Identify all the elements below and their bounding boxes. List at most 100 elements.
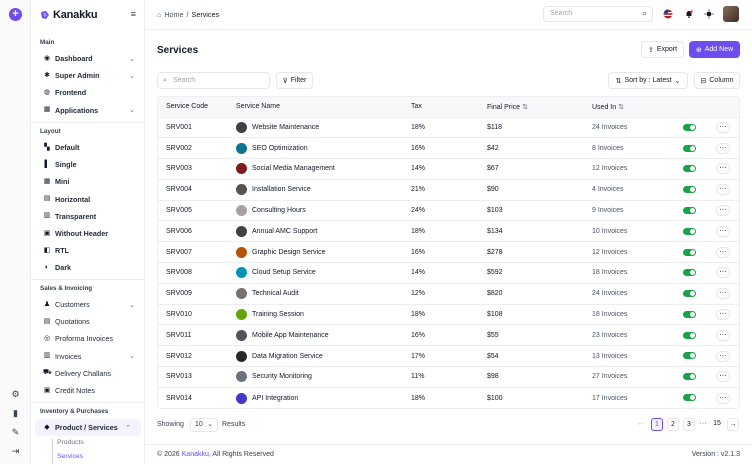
next-page-icon[interactable]: → (727, 418, 739, 431)
col-service-code[interactable]: Service Code (158, 97, 228, 118)
sidebar-item-services[interactable]: Services (57, 453, 84, 461)
more-options-icon[interactable]: ··· (716, 288, 730, 300)
status-toggle[interactable] (683, 331, 696, 339)
status-toggle[interactable] (683, 206, 696, 214)
notification-bell-icon[interactable] (684, 9, 694, 19)
sidebar-item-rtl[interactable]: ◧ RTL (43, 246, 69, 256)
page-1[interactable]: 1 (651, 418, 663, 431)
sidebar-item-dashboard[interactable]: ◉ Dashboard ⌄ (43, 54, 135, 64)
sidebar-item-default[interactable]: ▚ Default (44, 143, 80, 153)
user-avatar[interactable] (723, 6, 739, 22)
service-name[interactable]: Data Migration Service (252, 352, 323, 360)
status-toggle[interactable] (683, 310, 696, 318)
service-name[interactable]: Annual AMC Support (252, 227, 318, 235)
status-toggle[interactable] (683, 373, 696, 381)
table-row[interactable]: SRV010 Training Session 18% $108 18 Invoices… (158, 304, 739, 326)
col-service-name[interactable]: Service Name (228, 97, 403, 118)
table-row[interactable]: SRV005 Consulting Hours 24% $103 9 Invoices ·… (158, 200, 739, 222)
table-search-input[interactable]: ⌕ Search (157, 72, 270, 89)
more-options-icon[interactable]: ··· (716, 225, 730, 237)
col-final-price[interactable]: Final Price ⇅ (479, 97, 584, 118)
sidebar-item-super-admin[interactable]: ✱ Super Admin ⌄ (44, 71, 135, 81)
status-toggle[interactable] (683, 165, 696, 173)
service-name[interactable]: Installation Service (252, 186, 311, 194)
status-toggle[interactable] (683, 394, 696, 402)
table-row[interactable]: SRV002 SEO Optimization 16% $42 8 Invoices ··… (158, 137, 739, 160)
prev-page-icon[interactable]: ← (637, 420, 645, 427)
service-name[interactable]: Social Media Management (252, 165, 335, 173)
sidebar-item-single[interactable]: ▌ Single (44, 160, 77, 170)
table-row[interactable]: SRV009 Technical Audit 12% $820 24 Invoices ·… (158, 283, 739, 305)
status-toggle[interactable] (683, 269, 696, 277)
quick-add-icon[interactable]: + (9, 8, 22, 21)
menu-collapse-icon[interactable]: ≡ (130, 9, 136, 19)
status-toggle[interactable] (683, 144, 696, 152)
us-flag-icon[interactable] (663, 9, 673, 19)
service-name[interactable]: Technical Audit (252, 290, 299, 298)
page-15[interactable]: 15 (713, 420, 721, 427)
table-row[interactable]: SRV006 Annual AMC Support 18% $134 10 Invoic… (158, 220, 739, 243)
more-options-icon[interactable]: ··· (716, 392, 730, 404)
page-2[interactable]: 2 (667, 418, 679, 431)
footer-brand-link[interactable]: Kanakku (181, 451, 209, 458)
add-new-button[interactable]: ⊕ Add New (689, 41, 740, 58)
service-name[interactable]: API Integration (252, 394, 299, 402)
more-options-icon[interactable]: ··· (716, 329, 730, 341)
sidebar-item-without-header[interactable]: ▣ Without Header (43, 229, 109, 239)
table-row[interactable]: SRV012 Data Migration Service 17% $54 13 Inv… (158, 345, 739, 368)
more-options-icon[interactable]: ··· (716, 142, 730, 154)
per-page-select[interactable]: 10 ⌄ (190, 418, 218, 432)
sidebar-item-frontend[interactable]: ◍ Frontend (43, 88, 87, 98)
sidebar-item-customers[interactable]: ♟ Customers ⌄ (43, 300, 135, 310)
more-options-icon[interactable]: ··· (716, 121, 730, 133)
settings-icon[interactable]: ⚙ (11, 389, 20, 399)
more-options-icon[interactable]: ··· (716, 205, 730, 217)
col-tax[interactable]: Tax (403, 97, 479, 118)
service-name[interactable]: Consulting Hours (252, 207, 306, 215)
service-name[interactable]: Graphic Design Service (252, 248, 326, 256)
table-row[interactable]: SRV008 Cloud Setup Service 14% $592 18 Invoi… (158, 262, 739, 284)
service-name[interactable]: Mobile App Maintenance (252, 331, 329, 339)
sidebar-item-horizontal[interactable]: ▤ Horizontal (43, 194, 91, 204)
more-options-icon[interactable]: ··· (716, 267, 730, 279)
table-row[interactable]: SRV013 Security Monitoring 11% $98 27 Invoic… (158, 366, 739, 388)
brand-logo[interactable]: Kanakku (40, 8, 98, 22)
service-name[interactable]: Security Monitoring (252, 373, 312, 381)
sidebar-item-delivery-challans[interactable]: ⛟ Delivery Challans (43, 368, 111, 378)
home-icon[interactable]: ⌂ (157, 10, 162, 19)
more-options-icon[interactable]: ··· (716, 184, 730, 196)
global-search-input[interactable]: Search ⌕ (543, 6, 653, 22)
service-name[interactable]: Training Session (252, 311, 304, 319)
sidebar-item-mini[interactable]: ▦ Mini (43, 177, 70, 187)
table-row[interactable]: SRV003 Social Media Management 14% $67 12 In… (158, 158, 739, 180)
table-row[interactable]: SRV001 Website Maintenance 18% $118 24 Invoi… (158, 117, 739, 139)
sidebar-item-quotations[interactable]: ▤ Quotations (43, 317, 90, 327)
more-options-icon[interactable]: ··· (716, 371, 730, 383)
more-options-icon[interactable]: ··· (716, 309, 730, 321)
pen-icon[interactable]: ✎ (11, 427, 20, 437)
status-toggle[interactable] (683, 352, 696, 360)
sidebar-item-products[interactable]: Products (57, 439, 84, 447)
clipboard-icon[interactable]: ▮ (13, 408, 18, 418)
sidebar-item-dark[interactable]: ◐ Dark (44, 263, 71, 273)
sort-icon[interactable]: ⇅ (522, 103, 528, 111)
export-button[interactable]: ⇪ Export (641, 41, 684, 58)
sidebar-item-product-services[interactable]: ◆ Product / Services ⌃ (35, 419, 141, 437)
status-toggle[interactable] (683, 123, 696, 131)
sidebar-item-proforma-invoices[interactable]: ◎ Proforma Invoices (43, 334, 113, 344)
filter-button[interactable]: ⊽ Filter (276, 72, 313, 89)
breadcrumb-home[interactable]: Home (164, 10, 184, 19)
status-toggle[interactable] (683, 248, 696, 256)
sidebar-item-invoices[interactable]: ▥ Invoices ⌄ (43, 351, 135, 361)
table-row[interactable]: SRV007 Graphic Design Service 16% $278 12 In… (158, 241, 739, 264)
col-used-in[interactable]: Used In ⇅ (584, 97, 675, 118)
table-row[interactable]: SRV004 Installation Service 21% $90 4 Invoic… (158, 179, 739, 201)
status-toggle[interactable] (683, 290, 696, 298)
more-options-icon[interactable]: ··· (716, 246, 730, 258)
sidebar-item-applications[interactable]: ▦ Applications ⌄ (43, 105, 135, 115)
theme-toggle-icon[interactable] (704, 9, 714, 19)
status-toggle[interactable] (683, 227, 696, 235)
sort-dropdown[interactable]: ⇅ Sort by : Latest ⌄ (608, 72, 688, 89)
status-toggle[interactable] (683, 186, 696, 194)
sidebar-item-transparent[interactable]: ▥ Transparent (43, 211, 97, 221)
